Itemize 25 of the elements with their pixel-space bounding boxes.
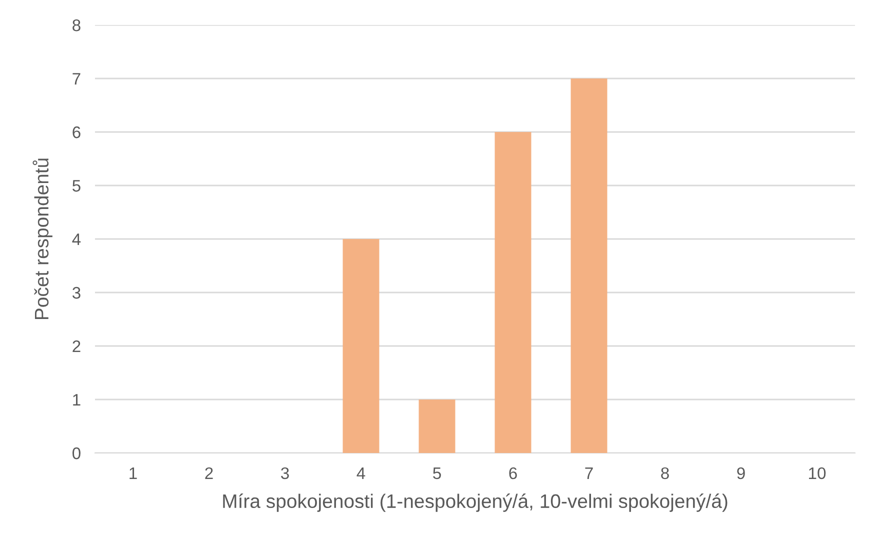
bar — [342, 239, 380, 453]
y-tick-label: 4 — [72, 234, 81, 246]
x-tick-label: 2 — [205, 467, 213, 479]
y-tick-label: 0 — [72, 447, 80, 460]
y-tick-label: 8 — [72, 19, 80, 32]
bar — [570, 78, 608, 453]
y-tick-label: 2 — [72, 340, 80, 352]
y-tick-label: 7 — [72, 73, 80, 85]
bar — [494, 132, 532, 453]
y-tick-label: 5 — [72, 180, 80, 192]
y-tick-label: 6 — [72, 126, 80, 138]
x-tick-label: 5 — [433, 468, 441, 480]
x-tick-label: 7 — [585, 468, 593, 479]
x-tick-label: 10 — [809, 467, 826, 480]
x-axis-title: Míra spokojenosti (1-nespokojený/á, 10-velmi spokojený/á) — [223, 494, 728, 512]
y-axis-title: Počet respondentů — [32, 158, 52, 320]
x-tick-label: 3 — [281, 467, 289, 480]
x-tick-label: 6 — [509, 467, 517, 480]
x-tick-label: 8 — [661, 467, 669, 480]
y-tick-label: 1 — [73, 394, 80, 406]
y-tick-label: 3 — [72, 286, 80, 299]
x-tick-label: 4 — [356, 468, 366, 479]
bar — [418, 400, 456, 453]
x-tick-label: 9 — [737, 467, 745, 480]
x-tick-label: 1 — [130, 468, 137, 479]
